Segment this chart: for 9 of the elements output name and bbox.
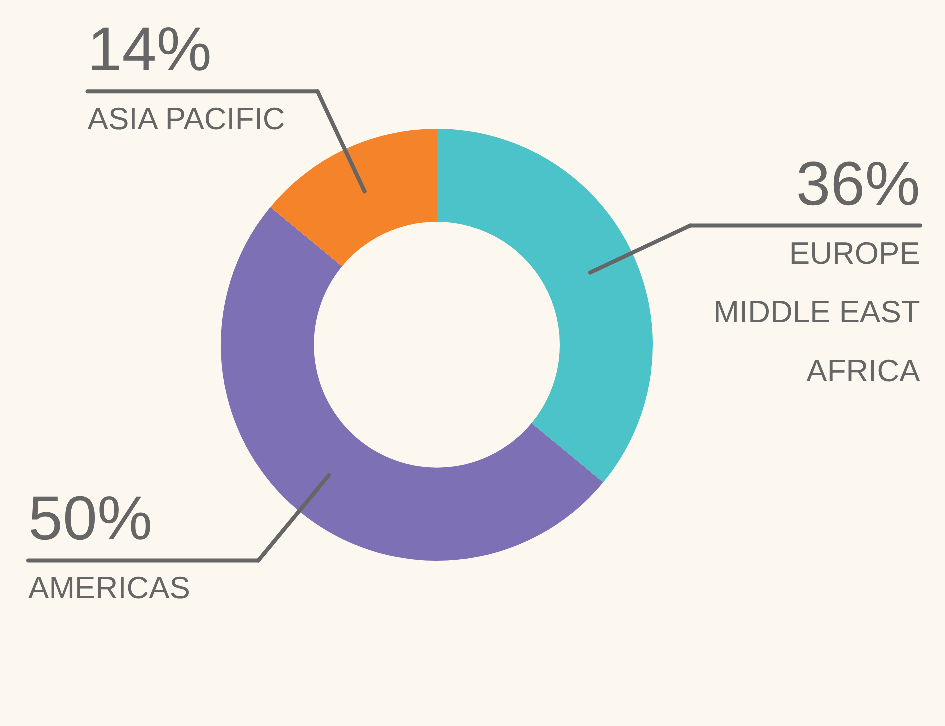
slice-label: EUROPE MIDDLE EAST AFRICA — [714, 236, 921, 389]
data-label: 36% — [796, 150, 920, 219]
data-label: 14% — [88, 16, 212, 85]
slice-label: ASIA PACIFIC — [88, 102, 286, 137]
slice-label: AMERICAS — [28, 570, 190, 606]
donut-slice — [270, 129, 437, 267]
data-label: 50% — [28, 484, 153, 554]
donut-slice — [221, 207, 604, 561]
donut-slice — [437, 129, 653, 483]
